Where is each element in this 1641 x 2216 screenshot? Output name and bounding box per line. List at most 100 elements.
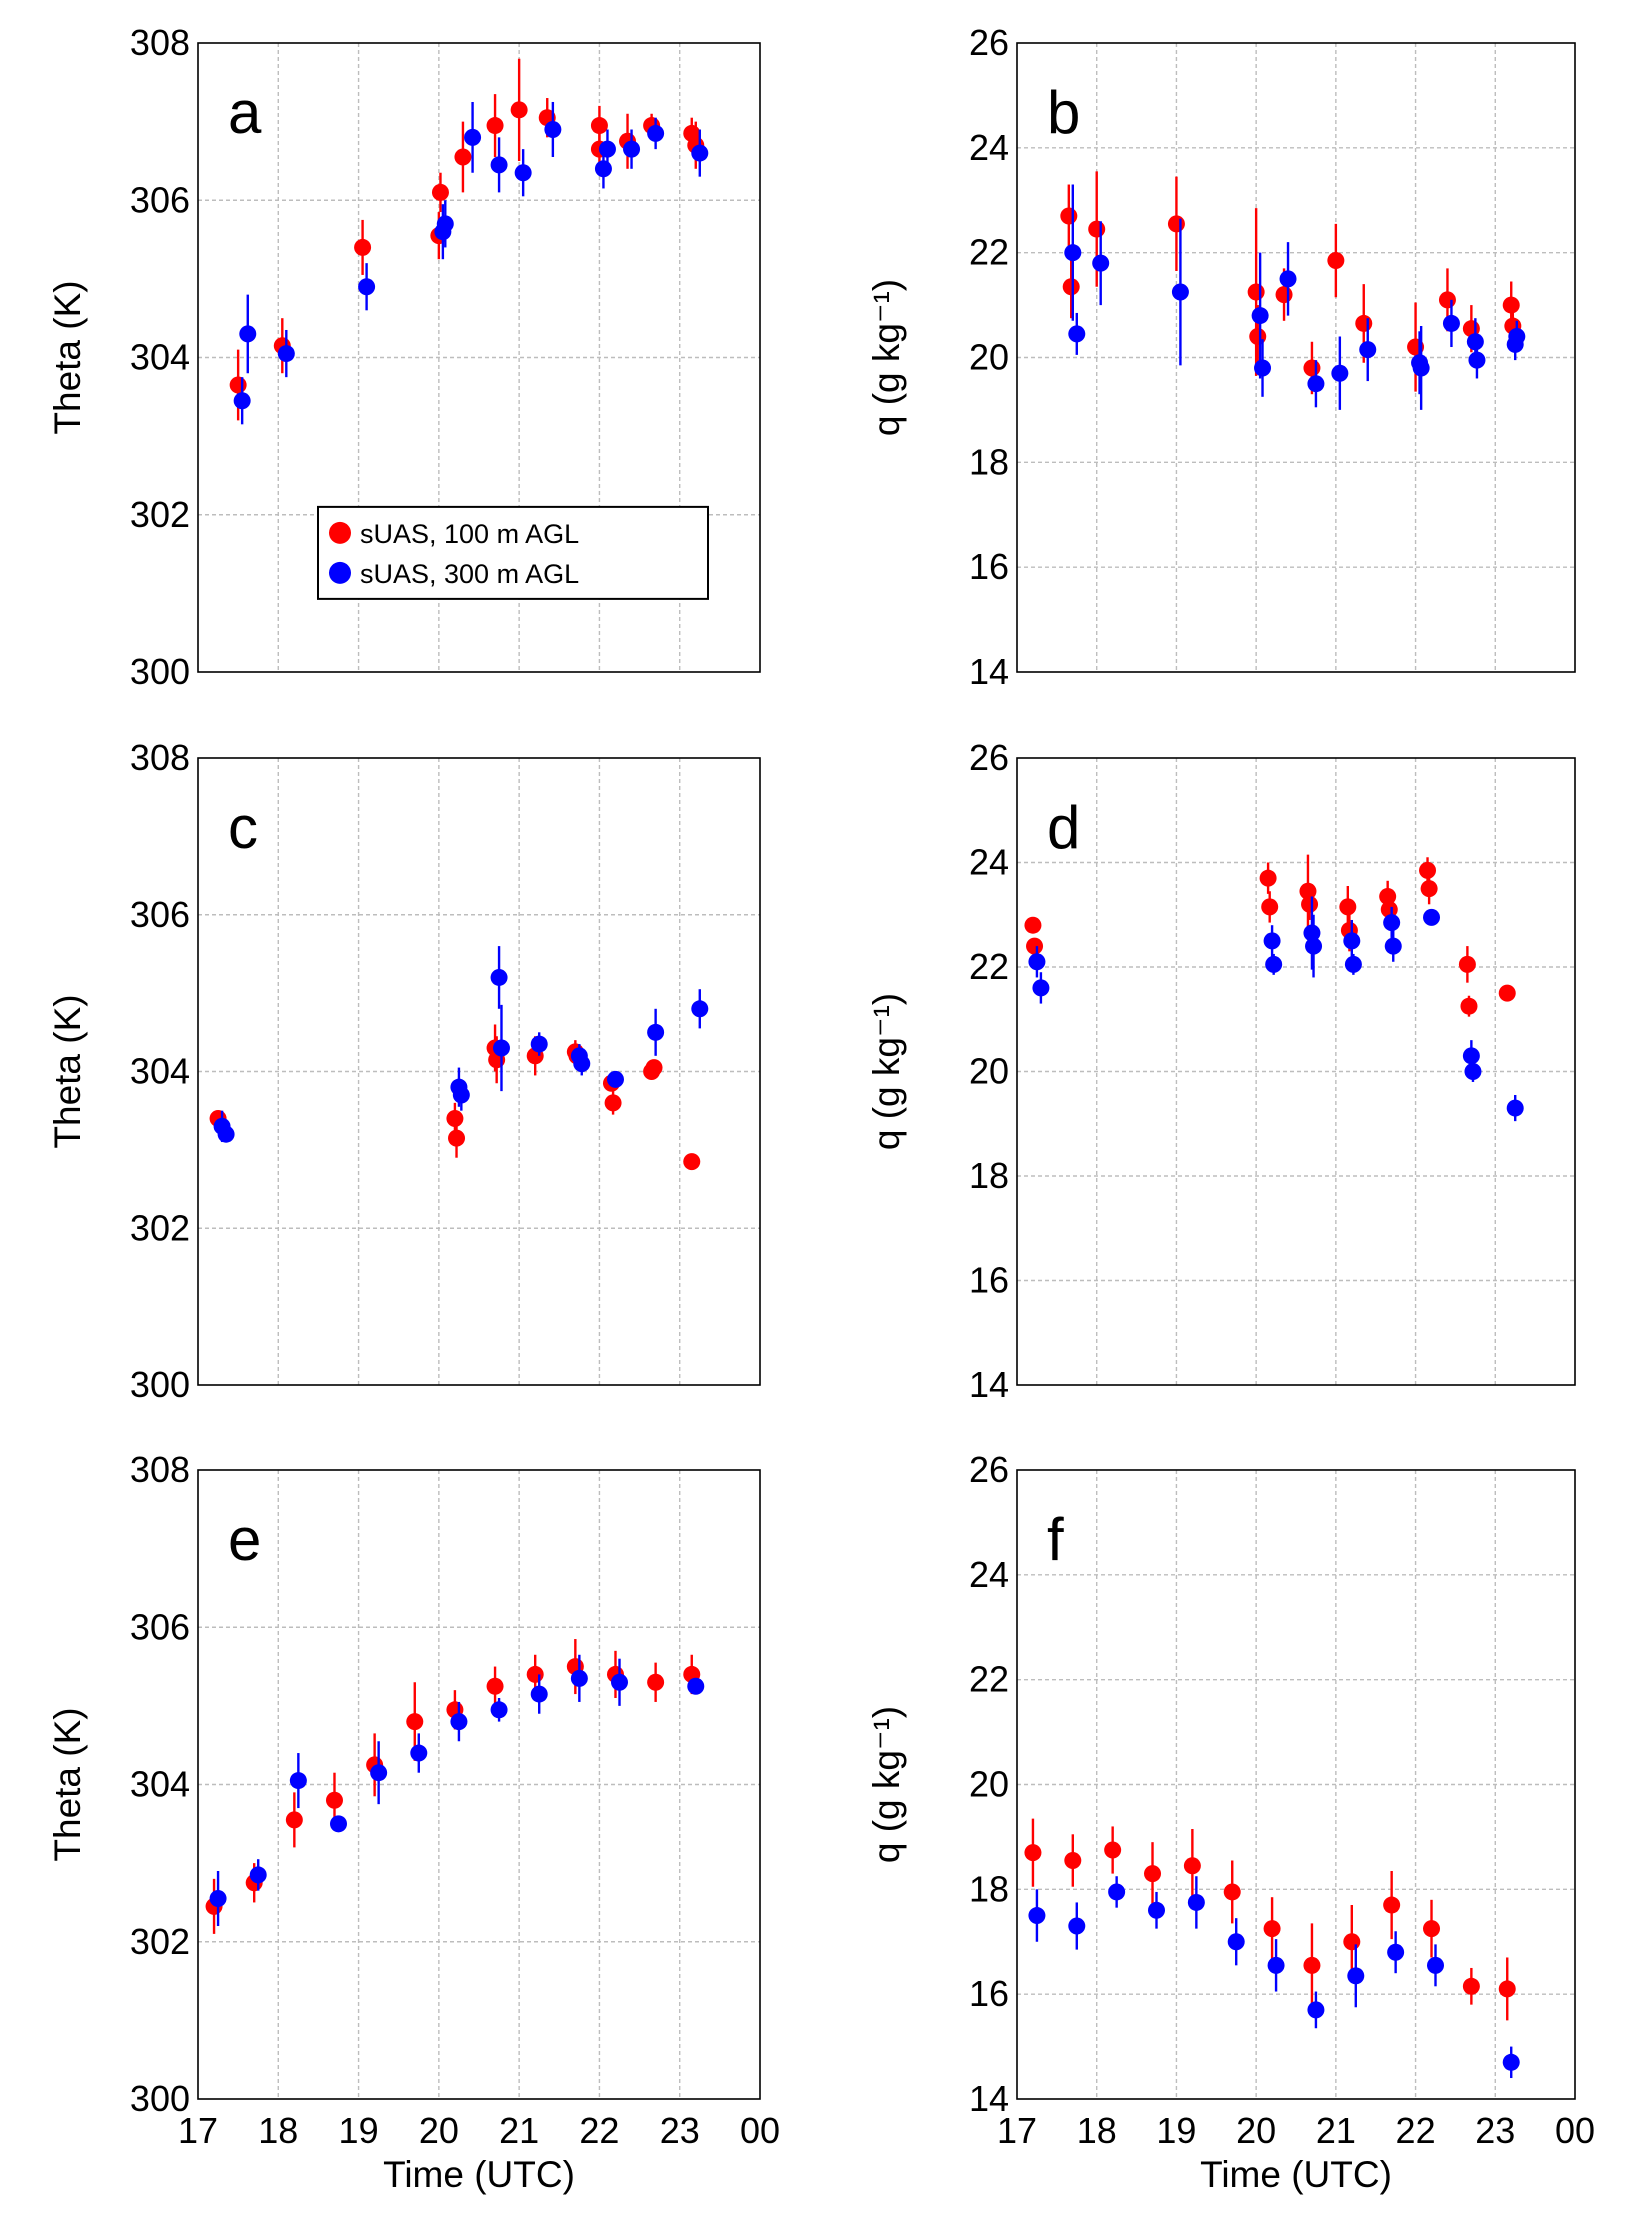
y-axis-title: Theta (K): [47, 994, 88, 1148]
panel-f: 14 16 18 20 22 24 26 17 18 19 20 21 22 23 00 q (g kg⁻¹)…: [866, 1449, 1595, 2195]
panel-b: 14 16 18 20 22 24 26 q (g kg⁻¹) b: [866, 22, 1576, 692]
data-point: [1384, 937, 1402, 955]
data-point: [431, 183, 449, 201]
data-point: [647, 1023, 665, 1041]
data-point: [1383, 1896, 1401, 1914]
data-point: [1506, 1099, 1524, 1117]
data-point: [1183, 1857, 1201, 1875]
data-point: [530, 1685, 548, 1703]
y-tick-label: 16: [969, 546, 1009, 587]
data-point: [514, 164, 532, 182]
y-tick-label: 306: [130, 894, 190, 935]
series-300m: [1028, 896, 1524, 1122]
data-point: [1305, 937, 1323, 955]
data-point: [436, 215, 454, 233]
data-point: [330, 1815, 347, 1833]
y-tick-label: 308: [130, 22, 190, 63]
panel-label: a: [228, 79, 262, 146]
data-point: [1331, 364, 1349, 382]
data-point: [1088, 220, 1106, 238]
data-point: [1442, 314, 1460, 332]
legend: sUAS, 100 m AGL sUAS, 300 m AGL: [317, 505, 709, 600]
panel-label: c: [228, 794, 258, 861]
data-point: [1468, 351, 1486, 369]
data-point: [1187, 1893, 1205, 1911]
data-point: [1299, 882, 1317, 900]
series-300m: [1028, 1876, 1520, 2079]
data-point: [1064, 244, 1082, 262]
y-tick-label: 300: [130, 651, 190, 692]
data-point: [1068, 1917, 1086, 1935]
panel-label: d: [1047, 794, 1080, 861]
y-tick-label: 14: [969, 2078, 1009, 2119]
legend-marker: [329, 521, 351, 544]
data-point: [209, 1890, 227, 1908]
x-tick-label: 19: [1156, 2110, 1196, 2151]
data-point: [1144, 1865, 1162, 1883]
series-100m: [1024, 1818, 1516, 2021]
data-point: [285, 1811, 303, 1829]
data-point: [1427, 1956, 1444, 1974]
data-point: [1458, 955, 1476, 973]
data-point: [1379, 887, 1397, 905]
data-point: [647, 1673, 665, 1691]
x-tick-label: 23: [660, 2110, 700, 2151]
data-point: [1423, 908, 1441, 926]
data-point: [325, 1791, 343, 1809]
y-tick-label: 20: [969, 1051, 1009, 1092]
data-point: [590, 117, 608, 135]
y-axis-title: q (g kg⁻¹): [866, 993, 907, 1150]
data-point: [1498, 984, 1516, 1002]
plot-frame: [197, 42, 761, 673]
data-point: [370, 1764, 388, 1782]
y-tick-label: 24: [969, 1554, 1009, 1595]
panel-label: b: [1047, 79, 1080, 146]
y-tick-label: 20: [969, 1764, 1009, 1805]
x-tick-label: 20: [419, 2110, 459, 2151]
y-tick-label: 14: [969, 651, 1009, 692]
y-tick-label: 306: [130, 179, 190, 220]
panel-c: 300 302 304 306 308 Theta (K) c: [47, 737, 761, 1405]
data-point: [1359, 341, 1377, 359]
x-tick-label: 18: [1077, 2110, 1117, 2151]
data-point: [691, 144, 709, 162]
data-point: [1062, 278, 1080, 296]
data-point: [510, 101, 528, 119]
y-tick-label: 300: [130, 2078, 190, 2119]
data-point: [594, 160, 612, 178]
legend-box: [317, 505, 709, 600]
y-tick-label: 18: [969, 1868, 1009, 1909]
x-tick-label: 17: [997, 2110, 1037, 2151]
y-tick-label: 306: [130, 1606, 190, 1647]
data-point: [1498, 1980, 1516, 1998]
data-point: [1261, 898, 1279, 916]
data-point: [1327, 252, 1345, 270]
data-point: [1247, 283, 1265, 301]
data-point: [1223, 1883, 1241, 1901]
y-tick-label: 26: [969, 22, 1009, 63]
y-tick-label: 16: [969, 1973, 1009, 2014]
data-point: [645, 1059, 663, 1077]
data-point: [1227, 1933, 1245, 1951]
y-axis-title: Theta (K): [47, 280, 88, 434]
x-tick-label: 00: [1555, 2110, 1595, 2151]
data-point: [1466, 333, 1484, 351]
y-tick-label: 22: [969, 946, 1009, 987]
series-300m: [209, 1654, 705, 1927]
data-point: [530, 1035, 548, 1053]
data-point: [1502, 296, 1520, 314]
y-tick-label: 302: [130, 1921, 190, 1962]
data-point: [573, 1055, 591, 1073]
data-point: [490, 968, 508, 986]
data-point: [1263, 932, 1281, 950]
data-point: [464, 128, 482, 146]
data-point: [1251, 307, 1269, 325]
plot-frame: [1016, 42, 1576, 673]
y-tick-label: 22: [969, 232, 1009, 273]
data-point: [1275, 286, 1293, 304]
data-point: [217, 1125, 235, 1143]
data-point: [606, 1070, 624, 1088]
plot-frame: [197, 1469, 761, 2100]
data-point: [623, 140, 641, 158]
